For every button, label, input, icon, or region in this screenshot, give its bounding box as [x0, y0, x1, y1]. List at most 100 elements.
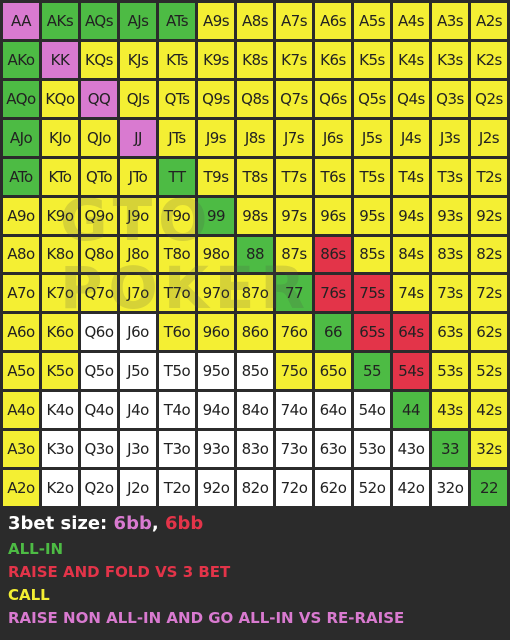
hand-cell: 65s: [354, 314, 390, 351]
hand-cell: KQo: [42, 80, 78, 117]
hand-cell: K7o: [42, 275, 78, 312]
hand-cell: 96s: [315, 197, 351, 234]
hand-cell: 74o: [276, 392, 312, 429]
hand-cell: K5o: [42, 353, 78, 390]
hand-cell: KTs: [159, 41, 195, 78]
hand-cell: 62o: [315, 470, 351, 506]
hand-cell: Q8o: [81, 236, 117, 273]
legend-item-all-in: ALL-IN: [8, 540, 64, 558]
hand-cell: T9s: [198, 158, 234, 195]
hand-cell: 43s: [432, 392, 468, 429]
hand-cell: KJs: [120, 41, 156, 78]
hand-cell: K6o: [42, 314, 78, 351]
hand-cell: 73o: [276, 431, 312, 468]
bet-size-label: 3bet size:: [8, 513, 108, 534]
hand-cell: 95s: [354, 197, 390, 234]
hand-cell: 86o: [237, 314, 273, 351]
hand-cell: 98s: [237, 197, 273, 234]
hand-cell: 98o: [198, 236, 234, 273]
hand-cell: T9o: [159, 197, 195, 234]
hand-cell: 82s: [471, 236, 507, 273]
hand-cell: K3s: [432, 41, 468, 78]
hand-grid: AA AKs AQs AJs ATs A9s A8s A7s A6s A5s A4s A3s A2s AK…: [3, 3, 507, 506]
hand-cell: KTo: [42, 158, 78, 195]
hand-cell: J9s: [198, 119, 234, 156]
hand-cell: K3o: [42, 431, 78, 468]
hand-cell: 97s: [276, 197, 312, 234]
hand-cell: KK: [42, 41, 78, 78]
hand-cell: 92o: [198, 470, 234, 506]
hand-cell: Q6s: [315, 80, 351, 117]
hand-cell: 97o: [198, 275, 234, 312]
hand-cell: T8o: [159, 236, 195, 273]
hand-cell: 22: [471, 470, 507, 506]
hand-cell: 44: [393, 392, 429, 429]
hand-cell: 93o: [198, 431, 234, 468]
hand-cell: J3o: [120, 431, 156, 468]
hand-cell: 52o: [354, 470, 390, 506]
hand-cell: TT: [159, 158, 195, 195]
hand-cell: AJo: [3, 119, 39, 156]
hand-cell: 82o: [237, 470, 273, 506]
bet-size-a: 6bb: [113, 513, 152, 534]
hand-cell: AQs: [81, 3, 117, 39]
hand-cell: Q4o: [81, 392, 117, 429]
legend-item-raise-fold: RAISE AND FOLD VS 3 BET: [8, 563, 231, 581]
hand-cell: 52s: [471, 353, 507, 390]
hand-cell: 75s: [354, 275, 390, 312]
hand-cell: 84o: [237, 392, 273, 429]
hand-cell: A7s: [276, 3, 312, 39]
hand-cell: A5o: [3, 353, 39, 390]
hand-cell: J4s: [393, 119, 429, 156]
hand-cell: Q7s: [276, 80, 312, 117]
hand-cell: J8o: [120, 236, 156, 273]
hand-cell: A2o: [3, 470, 39, 506]
hand-cell: Q4s: [393, 80, 429, 117]
hand-cell: A7o: [3, 275, 39, 312]
hand-cell: 87s: [276, 236, 312, 273]
hand-cell: AKs: [42, 3, 78, 39]
hand-cell: A4o: [3, 392, 39, 429]
hand-cell: K8o: [42, 236, 78, 273]
hand-cell: Q9o: [81, 197, 117, 234]
bet-size-line: 3bet size: 6bb, 6bb: [8, 510, 502, 538]
hand-cell: A8s: [237, 3, 273, 39]
hand-cell: 43o: [393, 431, 429, 468]
hand-cell: 42o: [393, 470, 429, 506]
hand-cell: Q8s: [237, 80, 273, 117]
hand-cell: 32s: [471, 431, 507, 468]
hand-cell: 93s: [432, 197, 468, 234]
hand-cell: 55: [354, 353, 390, 390]
hand-cell: JJ: [120, 119, 156, 156]
hand-cell: QJo: [81, 119, 117, 156]
hand-cell: A6o: [3, 314, 39, 351]
hand-cell: A3o: [3, 431, 39, 468]
hand-cell: Q2o: [81, 470, 117, 506]
hand-cell: J7o: [120, 275, 156, 312]
hand-cell: QQ: [81, 80, 117, 117]
hand-cell: ATo: [3, 158, 39, 195]
hand-cell: T4o: [159, 392, 195, 429]
hand-cell: AKo: [3, 41, 39, 78]
hand-cell: JTs: [159, 119, 195, 156]
hand-cell: 42s: [471, 392, 507, 429]
hand-cell: ATs: [159, 3, 195, 39]
bet-size-b: 6bb: [164, 513, 204, 534]
hand-cell: 53s: [432, 353, 468, 390]
hand-cell: 53o: [354, 431, 390, 468]
hand-cell: 66: [315, 314, 351, 351]
bet-size-separator: ,: [151, 513, 159, 534]
hand-cell: J9o: [120, 197, 156, 234]
hand-cell: AA: [3, 3, 39, 39]
hand-cell: K9o: [42, 197, 78, 234]
hand-cell: J8s: [237, 119, 273, 156]
hand-cell: J5s: [354, 119, 390, 156]
hand-cell: AQo: [3, 80, 39, 117]
hand-cell: T5o: [159, 353, 195, 390]
legend: 3bet size: 6bb, 6bb ALL-IN RAISE AND FOL…: [8, 510, 502, 630]
hand-cell: K7s: [276, 41, 312, 78]
hand-cell: 77: [276, 275, 312, 312]
hand-cell: 62s: [471, 314, 507, 351]
hand-cell: K2s: [471, 41, 507, 78]
hand-cell: T6s: [315, 158, 351, 195]
